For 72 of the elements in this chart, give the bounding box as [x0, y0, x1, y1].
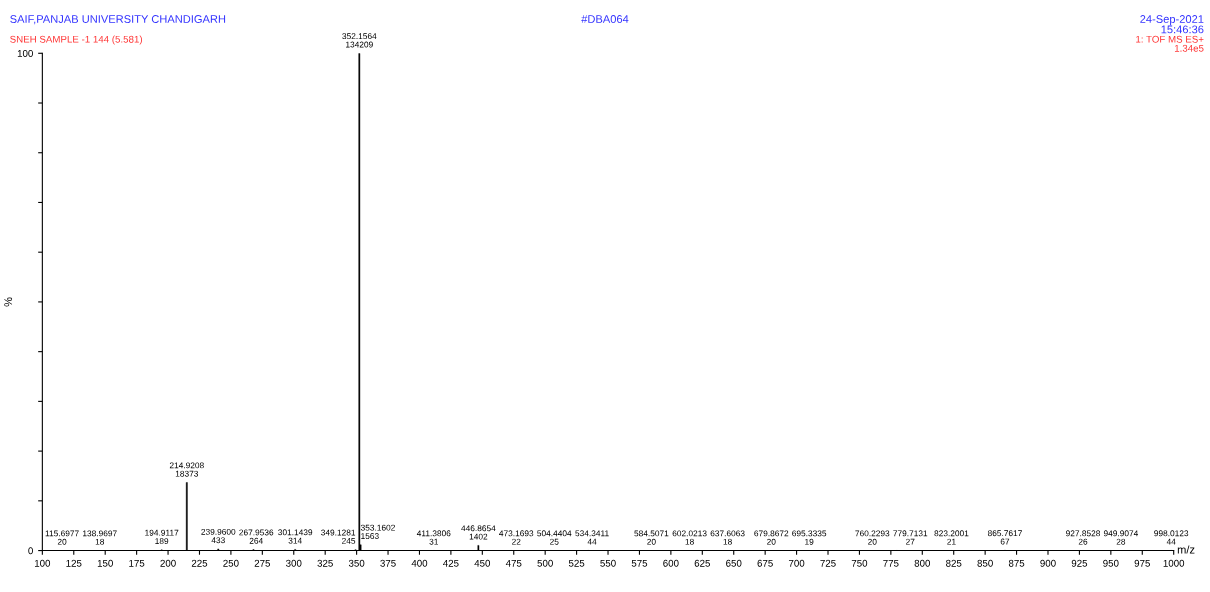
annotation: 602.0213 18	[672, 530, 707, 545]
text: 1: TOF MS ES+ 1.34e5	[1136, 35, 1204, 52]
x-tick-label: 200	[160, 559, 176, 567]
annotation: 695.3335 19	[792, 530, 827, 545]
y-axis-title: %	[4, 297, 13, 307]
x-tick-label: 400	[411, 559, 428, 567]
x-tick-label: 275	[254, 559, 271, 567]
x-tick-label: 350	[348, 559, 365, 567]
chart-subtitle: SNEH SAMPLE -1 144 (5.581)	[10, 35, 143, 45]
annotation: 779.7131 27	[893, 530, 928, 545]
x-tick-label: 975	[1134, 559, 1150, 567]
text: 24-Sep-2021 15:46:36	[1140, 15, 1204, 34]
x-tick-label: 475	[505, 559, 522, 567]
x-tick-label: 775	[883, 559, 899, 567]
x-tick-label: 750	[851, 559, 868, 567]
annotation: 927.8528 26	[1066, 530, 1101, 545]
x-tick-label: 150	[97, 559, 113, 567]
annotation: 865.7617 67	[987, 530, 1022, 545]
annotation: 267.9536 264	[239, 529, 274, 544]
annotation: 949.9074 28	[1103, 530, 1139, 545]
x-tick-label: 425	[443, 559, 459, 567]
annotation: 353.1602 1563	[360, 524, 395, 539]
x-tick-label: 500	[537, 559, 553, 567]
x-tick-label: 825	[946, 559, 962, 567]
chart-title: SAIF,PANJAB UNIVERSITY CHANDIGARH	[10, 15, 226, 25]
annotation: 446.8654 1402	[461, 525, 496, 540]
x-tick-label: 925	[1071, 559, 1088, 567]
x-tick-label: 450	[474, 559, 491, 567]
x-tick-label: 550	[600, 559, 616, 567]
annotation: 823.2001 21	[934, 530, 969, 545]
x-tick-label: 1000	[1163, 559, 1185, 567]
x-tick-label: 250	[223, 559, 239, 567]
x-tick-label: 625	[694, 559, 711, 567]
x-tick-label: 100	[34, 559, 51, 567]
x-tick-label: 125	[66, 559, 82, 567]
x-tick-label: 700	[788, 559, 805, 567]
y-tick-label: 0	[28, 547, 33, 555]
annotation: 760.2293 20	[855, 530, 890, 545]
annotation: 349.1281 245	[321, 529, 356, 544]
annotation: 301.1439 314	[278, 529, 313, 544]
x-tick-label: 800	[914, 559, 931, 567]
x-tick-label: 950	[1103, 559, 1119, 567]
x-tick-label: 525	[568, 559, 585, 567]
x-tick-label: 850	[977, 559, 993, 567]
annotation: 534.3411 44	[575, 530, 609, 545]
annotation: 239.9600 433	[201, 528, 236, 544]
x-tick-label: 675	[757, 559, 773, 567]
x-tick-label: 575	[631, 559, 648, 567]
x-tick-label: 650	[726, 559, 742, 567]
annotation: 352.1564 134209	[342, 33, 377, 48]
text: #DBA064	[581, 15, 629, 23]
x-tick-label: 300	[286, 559, 302, 567]
x-tick-label: 375	[380, 559, 396, 567]
x-tick-label: 175	[129, 559, 145, 567]
x-axis-title: m/z	[1177, 545, 1195, 554]
annotation: 679.8672 20	[754, 530, 789, 545]
annotation: 637.6063 18	[710, 530, 745, 545]
x-tick-label: 225	[191, 559, 208, 567]
annotation: 473.1693 22	[499, 530, 534, 545]
annotation: 504.4404 25	[537, 530, 572, 545]
annotation: 138.9697 18	[83, 530, 117, 545]
x-tick-label: 900	[1040, 559, 1056, 567]
x-tick-label: 875	[1008, 559, 1025, 567]
annotation: 411.3806 31	[416, 530, 451, 545]
annotation: 214.9208 18373	[169, 462, 204, 477]
x-tick-label: 325	[317, 559, 333, 567]
x-tick-label: 600	[663, 559, 679, 567]
annotation: 115.6977 20	[45, 530, 79, 545]
x-tick-label: 725	[820, 559, 836, 567]
annotation: 998.0123 44	[1154, 530, 1189, 545]
annotation: 584.5071 20	[634, 530, 669, 545]
annotation: 194.9117 189	[145, 529, 179, 545]
